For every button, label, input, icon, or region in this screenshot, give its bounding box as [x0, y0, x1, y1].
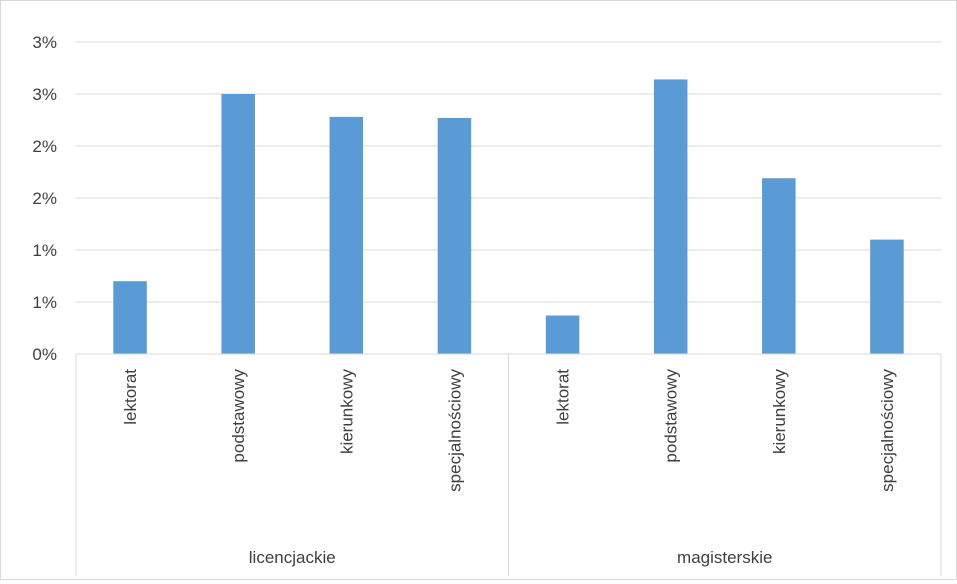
- x-tick-label: kierunkowy: [770, 369, 789, 455]
- x-tick-label: specjalnościowy: [878, 369, 897, 492]
- bars: [113, 79, 904, 354]
- y-tick-label: 2%: [32, 137, 57, 156]
- bar-kierunkowy-magisterskie: [762, 178, 796, 354]
- y-tick-label: 2%: [32, 189, 57, 208]
- x-tick-label: lektorat: [554, 369, 573, 425]
- x-tick-label: specjalnościowy: [445, 369, 464, 492]
- group-label: licencjackie: [249, 548, 336, 567]
- x-tick-label: podstawowy: [229, 369, 248, 463]
- bar-lektorat-licencjackie: [113, 281, 147, 354]
- bar-specjalnościowy-magisterskie: [870, 239, 904, 354]
- x-axis: [75, 353, 942, 576]
- bar-podstawowy-magisterskie: [653, 79, 688, 354]
- y-tick-label: 0%: [32, 345, 57, 364]
- y-tick-label: 1%: [32, 293, 57, 312]
- bar-lektorat-magisterskie: [545, 315, 580, 354]
- x-tick-label: kierunkowy: [337, 369, 356, 455]
- x-tick-label: lektorat: [121, 369, 140, 425]
- y-tick-label: 1%: [32, 241, 57, 260]
- x-tick-label: podstawowy: [662, 369, 681, 463]
- gridlines: [76, 41, 941, 303]
- group-label: magisterskie: [677, 548, 772, 567]
- bar-podstawowy-licencjackie: [221, 94, 255, 354]
- bar-kierunkowy-licencjackie: [329, 116, 364, 354]
- y-tick-label: 3%: [32, 85, 57, 104]
- bar-specjalnościowy-licencjackie: [437, 117, 472, 354]
- y-axis-tick-labels: 0% 1% 1% 2% 2% 3% 3%: [32, 33, 57, 364]
- y-tick-label: 3%: [32, 33, 57, 52]
- x-axis-category-labels: lektorat podstawowy kierunkowy specjalności…: [121, 369, 897, 567]
